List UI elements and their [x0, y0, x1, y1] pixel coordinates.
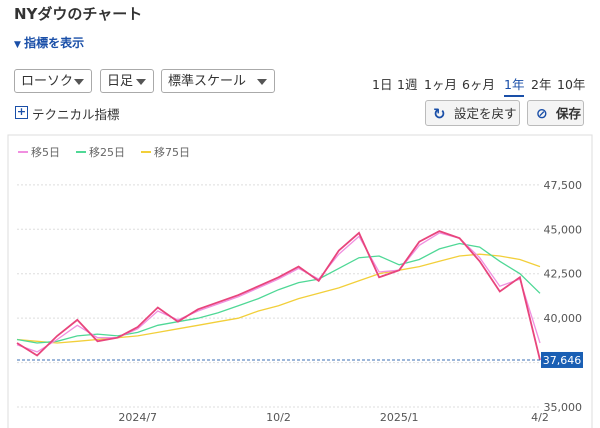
y-tick-label: 37,500 [544, 357, 583, 370]
ma-line [16, 242, 541, 344]
period-tab[interactable]: 1日 [372, 77, 393, 92]
period-tab[interactable]: 1ヶ月 [424, 77, 457, 92]
legend-label: 移5日 [31, 146, 60, 159]
indicator-toggle[interactable]: ▼ 指標を表示 [14, 36, 85, 50]
save-icon: ⊘ [536, 106, 548, 122]
y-tick-label: 45,000 [544, 223, 583, 236]
price-line [16, 230, 541, 361]
save-button[interactable]: ⊘ 保存 [527, 100, 584, 126]
period-tab[interactable]: 10年 [557, 77, 586, 92]
technical-link[interactable]: テクニカル指標 [32, 107, 120, 122]
dropdown[interactable]: ローソク [14, 69, 92, 93]
y-tick-label: 42,500 [544, 268, 583, 281]
period-tab[interactable]: 1年 [504, 74, 525, 97]
period-tab[interactable]: 2年 [531, 77, 552, 92]
title: NYダウのチャート [14, 5, 143, 23]
indicator-toggle-label[interactable]: 指標を表示 [24, 36, 85, 50]
y-tick-label: 35,000 [544, 401, 583, 414]
ma-line [16, 232, 541, 353]
last-price-box [541, 351, 583, 368]
legend-label: 移25日 [89, 146, 125, 159]
x-tick-label: 10/2 [266, 411, 291, 424]
dropdown[interactable]: 標準スケール [161, 69, 275, 93]
period-tab[interactable]: 1週 [397, 77, 418, 92]
x-tick-label: 2025/1 [380, 411, 419, 424]
last-price-label: 37,646 [543, 354, 582, 367]
period-tab[interactable]: 6ヶ月 [462, 77, 495, 92]
legend-label: 移75日 [154, 146, 190, 159]
reset-icon: ↻ [433, 105, 446, 123]
x-tick-label: 2024/7 [118, 411, 157, 424]
x-tick-label: 4/2 [531, 411, 549, 424]
dropdown[interactable]: 日足 [100, 69, 154, 93]
chart-frame [7, 134, 593, 428]
ma-line [16, 253, 541, 344]
reset-button[interactable]: ↻ 設定を戻す [425, 100, 520, 126]
plus-icon[interactable]: + [15, 105, 28, 119]
reset-label: 設定を戻す [454, 106, 517, 121]
save-label: 保存 [556, 106, 582, 121]
y-tick-label: 40,000 [544, 312, 583, 325]
y-tick-label: 47,500 [544, 179, 583, 192]
